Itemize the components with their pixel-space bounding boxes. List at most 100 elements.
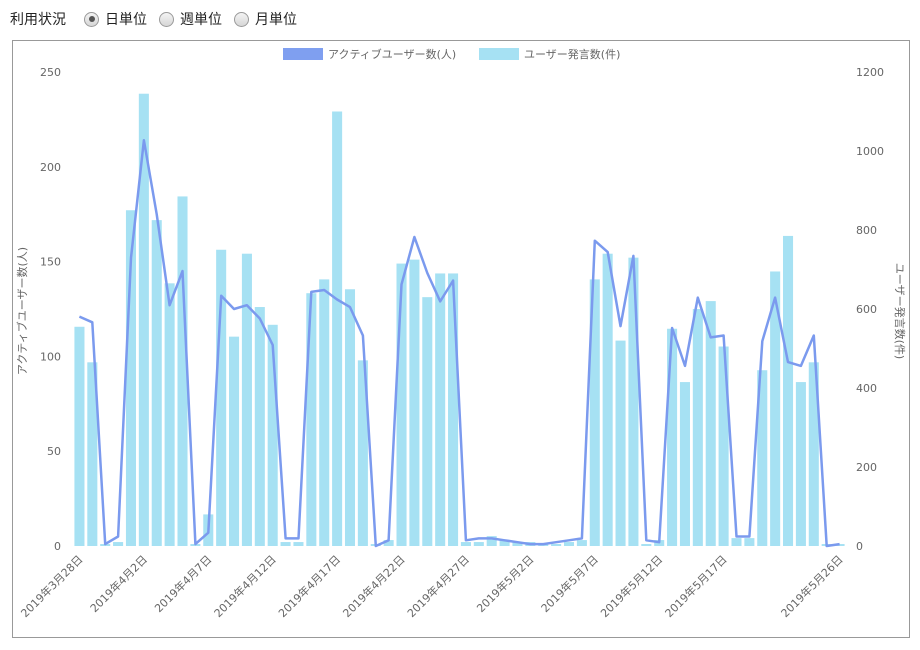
radio-weekly[interactable]: 週単位 [159, 9, 222, 29]
bar[interactable] [164, 283, 175, 546]
y-axis-left-title: アクティブユーザー数(人) [15, 247, 29, 375]
bar-series-messages [74, 93, 845, 547]
bar[interactable] [679, 382, 690, 546]
bar[interactable] [460, 542, 471, 546]
bar[interactable] [177, 196, 188, 547]
bar[interactable] [216, 249, 227, 546]
bar[interactable] [576, 540, 587, 546]
x-tick-label: 2019年4月17日 [275, 552, 343, 620]
bar[interactable] [448, 273, 459, 546]
bar[interactable] [435, 273, 446, 546]
x-tick-label: 2019年4月27日 [404, 552, 472, 620]
bar[interactable] [808, 362, 819, 546]
bar[interactable] [563, 542, 575, 546]
x-tick-label: 2019年5月26日 [778, 552, 846, 620]
y-right-tick-label: 1200 [856, 66, 884, 79]
chart-legend: アクティブユーザー数(人) ユーザー発言数(件) [283, 47, 620, 61]
bar[interactable] [731, 538, 742, 546]
bar[interactable] [87, 362, 98, 546]
bar[interactable] [641, 544, 652, 546]
legend-swatch-active-users[interactable] [283, 48, 323, 60]
bar[interactable] [589, 279, 600, 546]
x-tick-label: 2019年5月12日 [597, 552, 665, 620]
x-tick-label: 2019年4月12日 [211, 552, 279, 620]
bar[interactable] [125, 210, 136, 546]
line-series-active-users [78, 139, 840, 548]
bar[interactable] [254, 307, 265, 546]
bar[interactable] [692, 309, 703, 546]
legend-swatch-messages[interactable] [479, 48, 519, 60]
legend-label-messages: ユーザー発言数(件) [524, 47, 620, 61]
x-tick-label: 2019年3月28日 [18, 552, 86, 620]
radio-daily[interactable]: 日単位 [84, 9, 147, 29]
radio-daily-label: 日単位 [105, 12, 147, 28]
bar[interactable] [499, 540, 510, 546]
bar[interactable] [705, 301, 716, 546]
bar[interactable] [383, 540, 394, 546]
bar[interactable] [473, 542, 484, 546]
radio-monthly[interactable]: 月単位 [234, 9, 297, 29]
y-left-tick-label: 150 [40, 256, 61, 269]
bar[interactable] [229, 336, 240, 546]
bar[interactable] [319, 279, 330, 546]
bar[interactable] [628, 257, 639, 546]
y-axis-right-title: ユーザー発言数(件) [893, 263, 907, 359]
chart-panel: アクティブユーザー数(人) ユーザー発言数(件) 0 50 100 150 200 250… [12, 40, 910, 638]
radio-monthly-indicator[interactable] [234, 11, 249, 27]
y-right-tick-label: 200 [856, 461, 877, 474]
bar[interactable] [757, 370, 768, 546]
x-tick-label: 2019年5月17日 [662, 552, 730, 620]
bar[interactable] [770, 271, 781, 546]
y-left-tick-label: 250 [40, 66, 61, 79]
bar[interactable] [602, 253, 613, 546]
x-tick-label: 2019年4月22日 [340, 552, 408, 620]
bar[interactable] [151, 220, 162, 546]
usage-chart: アクティブユーザー数(人) ユーザー発言数(件) 0 50 100 150 200 250… [15, 47, 907, 620]
bar[interactable] [113, 542, 124, 546]
bar[interactable] [241, 253, 252, 546]
y-left-tick-label: 50 [47, 445, 61, 458]
bar[interactable] [667, 328, 678, 546]
x-tick-label: 2019年4月7日 [151, 552, 214, 615]
bar[interactable] [718, 346, 729, 546]
bar[interactable] [744, 538, 755, 546]
y-right-tick-label: 600 [856, 303, 877, 316]
radio-weekly-label: 週単位 [180, 12, 222, 28]
y-right-tick-label: 800 [856, 224, 877, 237]
radio-daily-indicator[interactable] [84, 11, 99, 27]
bar[interactable] [486, 536, 497, 546]
bar[interactable] [783, 235, 794, 547]
radio-monthly-label: 月単位 [255, 12, 297, 28]
y-right-tick-label: 1000 [856, 145, 884, 158]
y-right-tick-label: 400 [856, 382, 877, 395]
radio-weekly-indicator[interactable] [159, 11, 174, 27]
bar[interactable] [422, 297, 433, 546]
usage-header: 利用状況 日単位 週単位 月単位 [10, 8, 309, 30]
bar[interactable] [306, 293, 317, 546]
bar[interactable] [409, 259, 420, 546]
bar[interactable] [396, 263, 407, 546]
x-tick-label: 2019年5月2日 [474, 552, 537, 615]
x-tick-label: 2019年5月7日 [538, 552, 601, 615]
y-axis-left: 0 50 100 150 200 250 [40, 66, 61, 553]
y-right-tick-label: 0 [856, 540, 863, 553]
bar[interactable] [74, 326, 85, 546]
bar[interactable] [795, 382, 806, 546]
y-left-tick-label: 0 [54, 540, 61, 553]
bar[interactable] [615, 340, 626, 546]
bar[interactable] [332, 111, 343, 547]
x-axis: 2019年3月28日 2019年4月2日 2019年4月7日2019年4月12日20… [18, 552, 846, 620]
bar[interactable] [512, 542, 523, 546]
y-left-tick-label: 200 [40, 161, 61, 174]
bar[interactable] [267, 324, 278, 546]
y-axis-right: 0 200 400 600 800 1000 1200 [856, 66, 884, 553]
bar[interactable] [293, 542, 304, 546]
bar[interactable] [344, 289, 356, 546]
bar[interactable] [138, 93, 149, 546]
bar[interactable] [551, 544, 562, 546]
usage-title: 利用状況 [10, 12, 66, 28]
line-active-users[interactable] [78, 139, 840, 548]
x-tick-label: 2019年4月2日 [87, 552, 150, 615]
bar[interactable] [280, 542, 291, 546]
bar[interactable] [357, 360, 368, 546]
